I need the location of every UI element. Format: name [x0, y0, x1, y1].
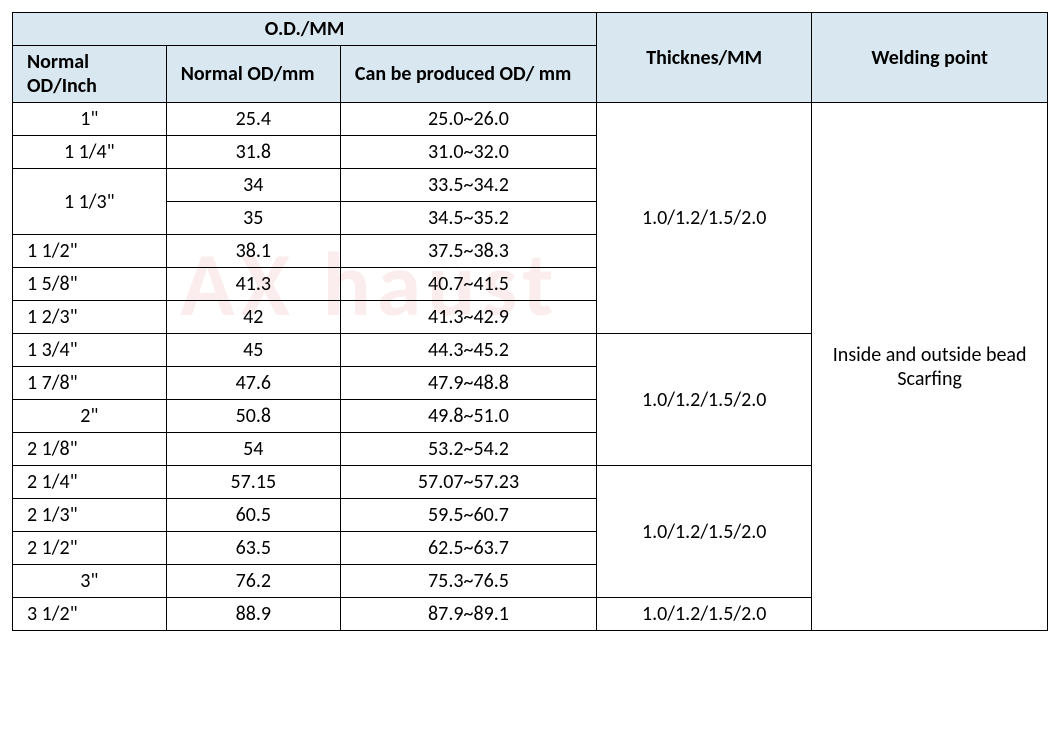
- cell-prod: 87.9~89.1: [340, 598, 596, 631]
- cell-mm: 34: [166, 169, 340, 202]
- cell-thickness: 1.0/1.2/1.5/2.0: [597, 598, 812, 631]
- cell-mm: 57.15: [166, 466, 340, 499]
- cell-prod: 57.07~57.23: [340, 466, 596, 499]
- cell-prod: 59.5~60.7: [340, 499, 596, 532]
- cell-mm: 31.8: [166, 136, 340, 169]
- cell-prod: 40.7~41.5: [340, 268, 596, 301]
- header-mm: Normal OD/mm: [166, 46, 340, 103]
- cell-prod: 31.0~32.0: [340, 136, 596, 169]
- cell-prod: 34.5~35.2: [340, 202, 596, 235]
- table-row: 1" 25.4 25.0~26.0 1.0/1.2/1.5/2.0 Inside…: [13, 103, 1048, 136]
- cell-inch: 2 1/2": [13, 532, 167, 565]
- cell-mm: 88.9: [166, 598, 340, 631]
- cell-inch: 1 1/3": [13, 169, 167, 235]
- cell-mm: 47.6: [166, 367, 340, 400]
- spec-table: O.D./MM Thicknes/MM Welding point Normal…: [12, 12, 1048, 631]
- cell-inch: 1 2/3": [13, 301, 167, 334]
- cell-welding: Inside and outside bead Scarfing: [812, 103, 1048, 631]
- cell-thickness: 1.0/1.2/1.5/2.0: [597, 466, 812, 598]
- cell-mm: 60.5: [166, 499, 340, 532]
- cell-thickness: 1.0/1.2/1.5/2.0: [597, 334, 812, 466]
- cell-prod: 37.5~38.3: [340, 235, 596, 268]
- table-header-row-1: O.D./MM Thicknes/MM Welding point: [13, 13, 1048, 46]
- cell-mm: 50.8: [166, 400, 340, 433]
- header-inch: Normal OD/Inch: [13, 46, 167, 103]
- cell-prod: 41.3~42.9: [340, 301, 596, 334]
- cell-prod: 49.8~51.0: [340, 400, 596, 433]
- cell-inch: 1 1/4": [13, 136, 167, 169]
- header-od-group: O.D./MM: [13, 13, 597, 46]
- cell-mm: 63.5: [166, 532, 340, 565]
- cell-inch: 3": [13, 565, 167, 598]
- cell-prod: 47.9~48.8: [340, 367, 596, 400]
- cell-mm: 54: [166, 433, 340, 466]
- cell-mm: 45: [166, 334, 340, 367]
- cell-mm: 41.3: [166, 268, 340, 301]
- cell-prod: 62.5~63.7: [340, 532, 596, 565]
- cell-inch: 1 5/8": [13, 268, 167, 301]
- cell-thickness: 1.0/1.2/1.5/2.0: [597, 103, 812, 334]
- cell-inch: 2": [13, 400, 167, 433]
- cell-prod: 53.2~54.2: [340, 433, 596, 466]
- header-thickness: Thicknes/MM: [597, 13, 812, 103]
- cell-prod: 25.0~26.0: [340, 103, 596, 136]
- header-welding: Welding point: [812, 13, 1048, 103]
- cell-inch: 2 1/4": [13, 466, 167, 499]
- cell-mm: 76.2: [166, 565, 340, 598]
- cell-inch: 1 3/4": [13, 334, 167, 367]
- cell-prod: 44.3~45.2: [340, 334, 596, 367]
- cell-inch: 3 1/2": [13, 598, 167, 631]
- cell-inch: 2 1/8": [13, 433, 167, 466]
- cell-inch: 2 1/3": [13, 499, 167, 532]
- cell-mm: 38.1: [166, 235, 340, 268]
- cell-inch: 1": [13, 103, 167, 136]
- cell-inch: 1 7/8": [13, 367, 167, 400]
- cell-inch: 1 1/2": [13, 235, 167, 268]
- header-produced: Can be produced OD/ mm: [340, 46, 596, 103]
- cell-mm: 42: [166, 301, 340, 334]
- cell-mm: 25.4: [166, 103, 340, 136]
- cell-prod: 33.5~34.2: [340, 169, 596, 202]
- cell-mm: 35: [166, 202, 340, 235]
- cell-prod: 75.3~76.5: [340, 565, 596, 598]
